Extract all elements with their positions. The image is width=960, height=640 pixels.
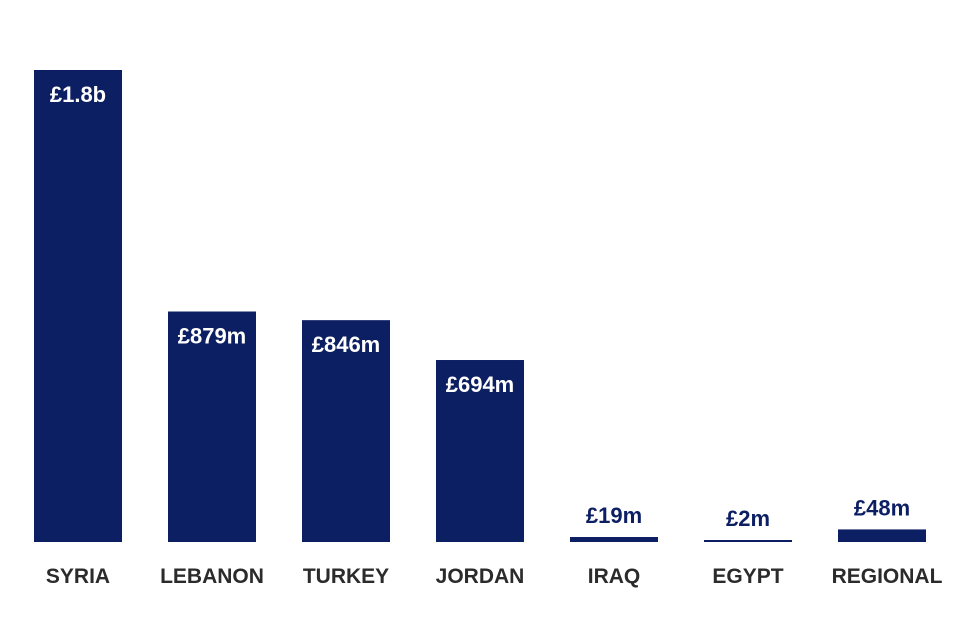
value-label-egypt: £2m: [726, 506, 770, 531]
category-label-syria: SYRIA: [46, 565, 110, 588]
bar-syria: [34, 70, 122, 542]
bar-turkey: [302, 320, 390, 542]
value-label-iraq: £19m: [586, 503, 642, 528]
value-label-syria: £1.8b: [50, 82, 106, 107]
bar-regional: [838, 529, 926, 542]
value-label-lebanon: £879m: [178, 324, 247, 349]
category-label-lebanon: LEBANON: [160, 565, 264, 588]
value-label-turkey: £846m: [312, 332, 381, 357]
bar-jordan: [436, 360, 524, 542]
category-label-iraq: IRAQ: [588, 565, 641, 588]
category-labels-group: SYRIA LEBANON TURKEY JORDAN IRAQ EGYPT REGIONA…: [46, 565, 943, 588]
value-labels-group: £1.8b £879m £846m £694m £19m £2m £48m: [50, 82, 910, 531]
category-label-regional: REGIONAL: [832, 565, 943, 588]
category-label-turkey: TURKEY: [303, 565, 389, 588]
category-label-egypt: EGYPT: [712, 565, 783, 588]
bars-group: [34, 70, 926, 542]
value-label-jordan: £694m: [446, 372, 515, 397]
bar-iraq: [570, 537, 658, 542]
category-label-jordan: JORDAN: [436, 565, 525, 588]
bar-lebanon: [168, 311, 256, 542]
value-label-regional: £48m: [854, 495, 910, 520]
bar-egypt: [704, 540, 792, 542]
